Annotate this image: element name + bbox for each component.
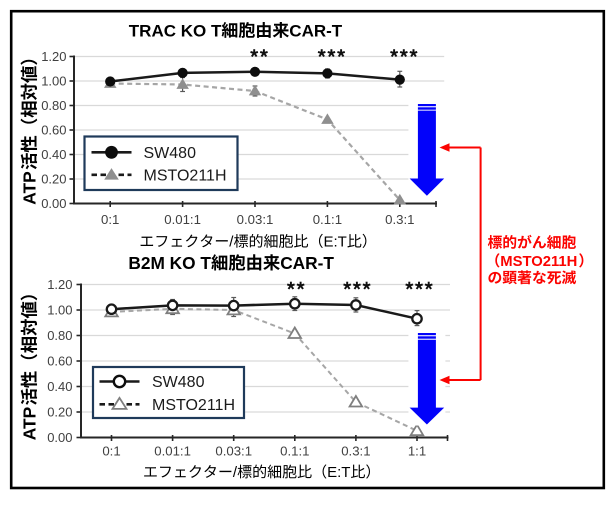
svg-text:0.80: 0.80 xyxy=(41,98,66,113)
svg-text:1.20: 1.20 xyxy=(47,277,72,292)
svg-text:0.00: 0.00 xyxy=(47,430,72,445)
svg-text:CAR-T: CAR-T xyxy=(280,253,334,273)
svg-text:0.01:1: 0.01:1 xyxy=(154,444,191,459)
svg-text:0.03:1: 0.03:1 xyxy=(237,212,274,227)
svg-text:MSTO211H: MSTO211H xyxy=(152,397,235,414)
svg-text:ATP: ATP xyxy=(20,407,40,441)
svg-text:0.1:1: 0.1:1 xyxy=(313,212,342,227)
svg-text:SW480: SW480 xyxy=(144,145,197,162)
svg-text:0:1: 0:1 xyxy=(101,212,119,227)
svg-text:0.60: 0.60 xyxy=(41,123,66,138)
svg-text:0.3:1: 0.3:1 xyxy=(341,444,370,459)
svg-text:E:T: E:T xyxy=(324,234,347,251)
svg-text:0.60: 0.60 xyxy=(47,354,72,369)
svg-text:/: / xyxy=(229,234,234,251)
svg-text:1.00: 1.00 xyxy=(41,74,66,89)
svg-text:0.03:1: 0.03:1 xyxy=(215,444,252,459)
svg-text:SW480: SW480 xyxy=(152,374,205,391)
svg-text:0.00: 0.00 xyxy=(41,196,66,211)
svg-text:TRAC KO T: TRAC KO T xyxy=(129,21,222,40)
svg-text:0.3:1: 0.3:1 xyxy=(385,212,414,227)
svg-text:0.20: 0.20 xyxy=(41,172,66,187)
svg-text:0:1: 0:1 xyxy=(102,444,120,459)
svg-text:0.1:1: 0.1:1 xyxy=(280,444,309,459)
svg-text:/: / xyxy=(233,464,238,481)
svg-text:0.01:1: 0.01:1 xyxy=(164,212,201,227)
svg-text:0.20: 0.20 xyxy=(47,405,72,420)
svg-text:E:T: E:T xyxy=(327,464,350,481)
svg-text:1.20: 1.20 xyxy=(41,49,66,64)
svg-text:MSTO211H: MSTO211H xyxy=(144,167,227,184)
svg-text:0.80: 0.80 xyxy=(47,328,72,343)
svg-text:B2M KO T: B2M KO T xyxy=(128,253,211,273)
svg-text:0.40: 0.40 xyxy=(47,379,72,394)
svg-text:ATP: ATP xyxy=(20,171,40,205)
svg-text:0.40: 0.40 xyxy=(41,147,66,162)
svg-text:1:1: 1:1 xyxy=(408,444,426,459)
svg-text:1.00: 1.00 xyxy=(47,303,72,318)
svg-text:CAR-T: CAR-T xyxy=(289,21,342,40)
svg-text:MSTO211H: MSTO211H xyxy=(500,254,577,270)
